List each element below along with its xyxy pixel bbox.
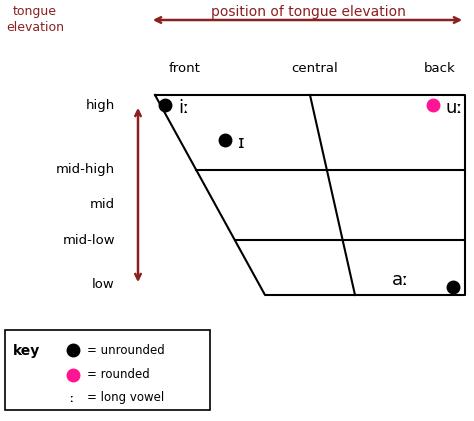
Text: ː: ː	[69, 392, 73, 405]
Text: iː: iː	[178, 99, 189, 117]
Text: mid: mid	[90, 198, 115, 211]
Text: = long vowel: = long vowel	[87, 392, 164, 405]
Text: = unrounded: = unrounded	[87, 344, 165, 357]
Text: low: low	[92, 279, 115, 291]
Text: front: front	[169, 62, 201, 75]
Text: = rounded: = rounded	[87, 368, 150, 381]
Text: key: key	[13, 344, 40, 358]
Text: central: central	[292, 62, 338, 75]
Text: uː: uː	[446, 99, 464, 117]
Text: mid-high: mid-high	[56, 163, 115, 176]
Text: position of tongue elevation: position of tongue elevation	[210, 5, 405, 19]
Text: ɪ: ɪ	[238, 134, 245, 152]
Text: tongue
elevation: tongue elevation	[6, 5, 64, 34]
FancyBboxPatch shape	[5, 330, 210, 410]
Text: mid-low: mid-low	[63, 234, 115, 247]
Text: back: back	[424, 62, 456, 75]
Text: aː: aː	[392, 271, 409, 289]
Text: high: high	[86, 99, 115, 112]
